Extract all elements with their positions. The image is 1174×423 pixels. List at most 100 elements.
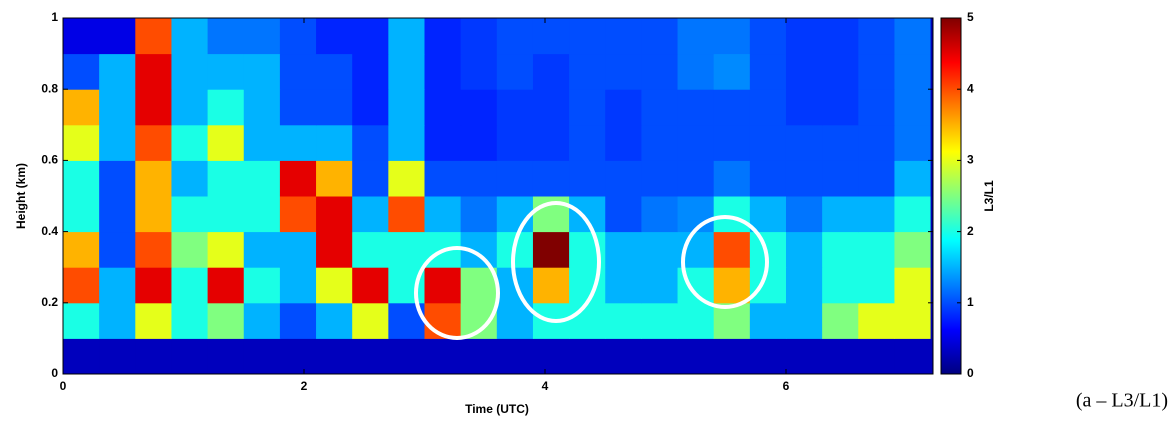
- colorbar-tick-label: 0: [967, 366, 974, 380]
- heatmap-cell: [388, 160, 425, 197]
- y-tick-label: 1: [51, 10, 58, 24]
- heatmap-cell: [243, 196, 281, 233]
- heatmap-cell: [243, 267, 281, 304]
- heatmap-cell: [316, 53, 353, 90]
- heatmap-cell: [99, 267, 136, 304]
- heatmap-cell: [424, 124, 462, 161]
- heatmap-cell: [605, 338, 642, 375]
- heatmap-cell: [532, 338, 570, 375]
- heatmap-cell: [532, 267, 570, 304]
- x-tick-label: 6: [783, 379, 790, 393]
- heatmap-cell: [388, 338, 425, 375]
- heatmap-cell: [279, 338, 317, 375]
- heatmap-cell: [641, 302, 679, 339]
- heatmap-cell: [749, 196, 787, 233]
- heatmap-cell: [207, 89, 245, 126]
- heatmap-cell: [243, 89, 281, 126]
- heatmap-cell: [641, 231, 679, 268]
- heatmap-cell: [99, 231, 136, 268]
- heatmap-cell: [605, 267, 642, 304]
- heatmap-cell: [207, 231, 245, 268]
- heatmap-cell: [713, 302, 751, 339]
- heatmap-cell: [785, 53, 823, 90]
- heatmap-cell: [99, 18, 136, 55]
- heatmap-cell: [713, 196, 751, 233]
- heatmap-cell: [894, 196, 932, 233]
- y-tick-label: 0.4: [41, 224, 58, 238]
- colorbar: [940, 17, 962, 375]
- heatmap-cell: [171, 196, 209, 233]
- annotations: [414, 201, 769, 340]
- heatmap-cell: [460, 18, 498, 55]
- heatmap-cell: [99, 196, 136, 233]
- heatmap-cell: [641, 196, 679, 233]
- heatmap-cell: [63, 302, 100, 339]
- heatmap-cell: [677, 53, 715, 90]
- heatmap-cell: [99, 338, 136, 375]
- x-axis-label: Time (UTC): [465, 402, 529, 416]
- heatmap-cell: [858, 53, 895, 90]
- heatmap-cell: [894, 302, 932, 339]
- heatmap-cell: [99, 160, 136, 197]
- heatmap-cell: [316, 18, 353, 55]
- heatmap-cell: [135, 18, 172, 55]
- heatmap-cell: [63, 231, 100, 268]
- heatmap-cell: [63, 160, 100, 197]
- heatmap-cell: [785, 196, 823, 233]
- heatmap-cell: [605, 302, 642, 339]
- heatmap-cell: [569, 196, 606, 233]
- heatmap-cell: [460, 196, 498, 233]
- heatmap-cell: [749, 160, 787, 197]
- heatmap-cell: [352, 196, 389, 233]
- heatmap-cell: [171, 89, 209, 126]
- heatmap-cell: [279, 231, 317, 268]
- heatmap-cell: [171, 302, 209, 339]
- highlight-circle: [681, 215, 769, 309]
- heatmap-cell: [569, 89, 606, 126]
- heatmap-cell: [171, 267, 209, 304]
- heatmap-cell: [677, 89, 715, 126]
- heatmap-cell: [605, 89, 642, 126]
- heatmap-cell: [532, 18, 570, 55]
- heatmap-cell: [316, 267, 353, 304]
- heatmap-cell: [424, 302, 462, 339]
- heatmap-cell: [713, 53, 751, 90]
- heatmap-cell: [785, 124, 823, 161]
- heatmap-cell: [641, 89, 679, 126]
- heatmap-cell: [822, 267, 859, 304]
- heatmap-cell: [316, 160, 353, 197]
- heatmap-cell: [749, 302, 787, 339]
- heatmap-cell: [496, 53, 534, 90]
- heatmap-cell: [63, 124, 100, 161]
- heatmap-cell: [677, 196, 715, 233]
- heatmap-cell: [532, 160, 570, 197]
- heatmap-cell: [641, 18, 679, 55]
- heatmap-cell: [424, 18, 462, 55]
- colorbar-tick-label: 2: [967, 224, 974, 238]
- heatmap-cell: [352, 160, 389, 197]
- heatmap-cell: [713, 18, 751, 55]
- y-tick-label: 0.8: [41, 81, 58, 95]
- heatmap-cell: [279, 18, 317, 55]
- heatmap-cell: [822, 302, 859, 339]
- heatmap-cell: [388, 53, 425, 90]
- heatmap-cell: [99, 124, 136, 161]
- heatmap-cell: [243, 124, 281, 161]
- heatmap-cell: [569, 160, 606, 197]
- heatmap-cell: [749, 18, 787, 55]
- heatmap-cell: [316, 124, 353, 161]
- heatmap-cell: [713, 89, 751, 126]
- heatmap-cell: [207, 18, 245, 55]
- heatmap-cell: [858, 338, 895, 375]
- x-tick-label: 2: [301, 379, 308, 393]
- heatmap-cell: [677, 160, 715, 197]
- heatmap-cell: [424, 53, 462, 90]
- heatmap-cell: [749, 338, 787, 375]
- heatmap-cell: [279, 53, 317, 90]
- heatmap-cell: [243, 338, 281, 375]
- heatmap-cell: [316, 89, 353, 126]
- heatmap-cell: [63, 267, 100, 304]
- heatmap-cell: [460, 124, 498, 161]
- heatmap-cell: [785, 18, 823, 55]
